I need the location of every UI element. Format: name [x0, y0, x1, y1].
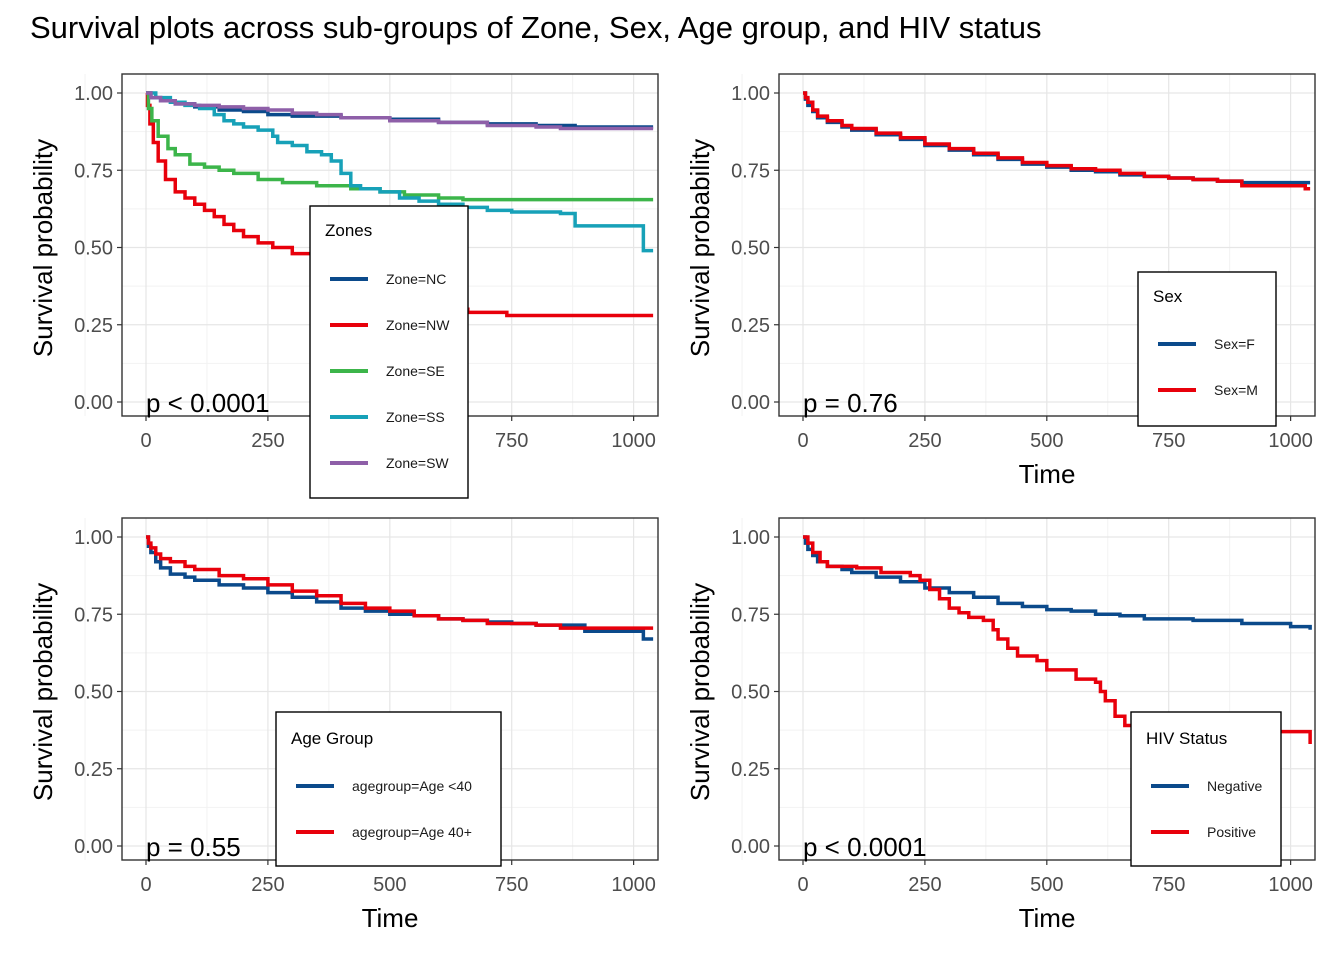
legend-label: Sex=F [1214, 336, 1255, 352]
y-tick-label: 0.50 [74, 238, 113, 260]
legend-title: Zones [325, 221, 372, 240]
survival-curve [803, 91, 1311, 185]
legend: Zones Zone=NC Zone=NW Zone=SE Zone=SS Zone=SW [309, 205, 469, 499]
legend-label: agegroup=Age <40 [352, 778, 472, 794]
y-tick-label: 0.25 [74, 759, 113, 781]
y-tick-label: 0.25 [731, 315, 770, 337]
legend-label: Zone=SS [386, 409, 445, 425]
x-tick-label: 1000 [611, 430, 656, 452]
y-tick-label: 0.50 [731, 682, 770, 704]
x-tick-label: 500 [1030, 430, 1063, 452]
survival-curve [146, 91, 654, 131]
survival-panel: 0.00 0.25 0.50 0.75 1.00 0 250 500 750 1000 Surviv… [28, 517, 659, 933]
legend-label: Sex=M [1214, 382, 1258, 398]
y-tick-label: 0.00 [74, 836, 113, 858]
survival-curve [146, 91, 654, 253]
legend-label: agegroup=Age 40+ [352, 824, 472, 840]
y-axis-title: Survival probability [685, 583, 715, 801]
x-tick-label: 0 [797, 430, 808, 452]
legend: Sex Sex=F Sex=M [1137, 271, 1277, 427]
y-tick-label: 0.75 [74, 160, 113, 182]
y-tick-label: 1.00 [74, 527, 113, 549]
y-tick-label: 0.00 [731, 836, 770, 858]
figure-title: Survival plots across sub-groups of Zone… [30, 10, 1042, 45]
y-tick-label: 0.75 [74, 604, 113, 626]
survival-curve [146, 535, 654, 630]
legend-title: Sex [1153, 287, 1183, 306]
x-tick-label: 500 [373, 874, 406, 896]
x-tick-label: 750 [495, 430, 528, 452]
p-value-label: p = 0.76 [803, 388, 898, 418]
x-tick-label: 750 [1152, 430, 1185, 452]
x-axis-title: Time [1019, 903, 1076, 933]
x-tick-label: 250 [908, 430, 941, 452]
x-tick-label: 250 [251, 430, 284, 452]
survival-curve [803, 535, 1312, 630]
legend-label: Zone=SE [386, 363, 445, 379]
x-tick-label: 1000 [1268, 430, 1313, 452]
y-tick-label: 0.50 [74, 682, 113, 704]
survival-panel: 0.000.250.500.751.0002505007501000Surviv… [28, 73, 659, 499]
survival-panel: 0.00 0.25 0.50 0.75 1.00 0 250 500 750 1000 Surviv… [685, 73, 1316, 489]
legend-box [1137, 271, 1277, 427]
x-tick-label: 250 [251, 874, 284, 896]
legend-label: Negative [1207, 778, 1262, 794]
x-tick-label: 750 [495, 874, 528, 896]
p-value-label: p < 0.0001 [803, 832, 927, 862]
y-axis-title: Survival probability [28, 583, 58, 801]
y-tick-label: 0.75 [731, 604, 770, 626]
x-tick-label: 0 [140, 430, 151, 452]
x-tick-label: 750 [1152, 874, 1185, 896]
legend-label: Zone=NW [386, 317, 450, 333]
x-axis-title: Time [362, 903, 419, 933]
legend-box [275, 711, 502, 867]
x-tick-label: 1000 [1268, 874, 1313, 896]
p-value-label: p < 0.0001 [146, 388, 270, 418]
y-tick-label: 0.25 [731, 759, 770, 781]
y-tick-label: 0.25 [74, 315, 113, 337]
survival-curve [803, 91, 1311, 191]
x-tick-label: 500 [1030, 874, 1063, 896]
x-tick-label: 0 [140, 874, 151, 896]
p-value-label: p = 0.55 [146, 832, 241, 862]
y-tick-label: 0.00 [731, 392, 770, 414]
y-axis-title: Survival probability [28, 139, 58, 357]
x-axis-title: Time [1019, 459, 1076, 489]
survival-panel: 0.00 0.25 0.50 0.75 1.00 0 250 500 750 1000 Surviv… [685, 517, 1316, 933]
legend-label: Zone=SW [386, 455, 449, 471]
legend-label: Zone=NC [386, 271, 446, 287]
legend: HIV Status Negative Positive [1130, 711, 1282, 867]
x-tick-label: 0 [797, 874, 808, 896]
legend-title: HIV Status [1146, 729, 1227, 748]
y-tick-label: 0.75 [731, 160, 770, 182]
survival-curve [803, 535, 1312, 745]
x-tick-label: 250 [908, 874, 941, 896]
x-tick-label: 1000 [611, 874, 656, 896]
legend-box [1130, 711, 1282, 867]
y-tick-label: 1.00 [731, 527, 770, 549]
survival-curve [146, 535, 654, 641]
survival-curve [146, 91, 654, 202]
y-axis-title: Survival probability [685, 139, 715, 357]
y-tick-label: 1.00 [731, 83, 770, 105]
y-tick-label: 0.50 [731, 238, 770, 260]
legend-title: Age Group [291, 729, 373, 748]
legend-box [309, 205, 469, 499]
y-tick-label: 0.00 [74, 392, 113, 414]
legend-label: Positive [1207, 824, 1256, 840]
legend: Age Group agegroup=Age <40 agegroup=Age 40… [275, 711, 502, 867]
y-tick-label: 1.00 [74, 83, 113, 105]
